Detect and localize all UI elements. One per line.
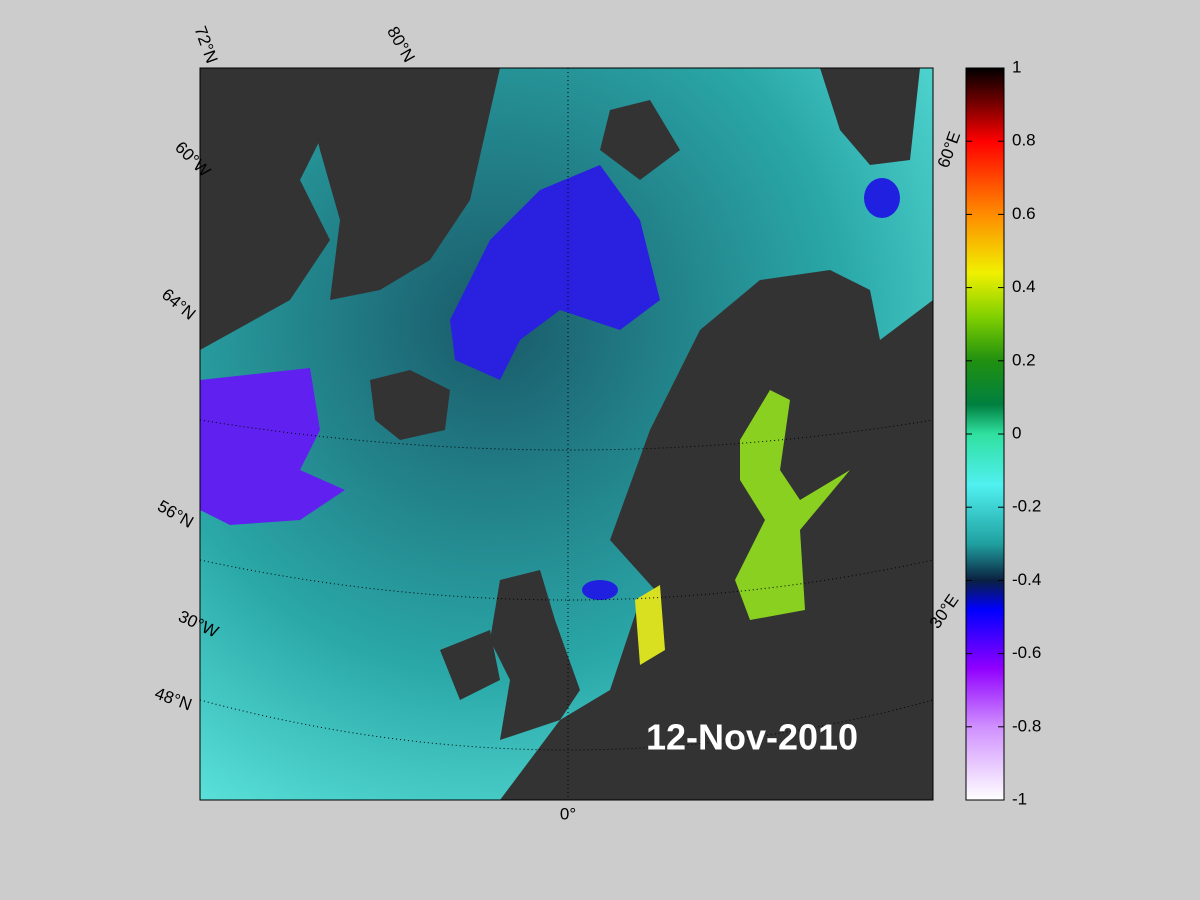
land-britain — [490, 570, 580, 740]
map — [200, 68, 933, 800]
graticule — [200, 68, 933, 800]
land-europe — [500, 270, 933, 800]
colorbar — [965, 67, 1005, 801]
colorbar-tick-label: 0.2 — [1012, 350, 1036, 369]
land-ireland — [440, 630, 500, 700]
graticule-label: 80°N — [383, 23, 418, 65]
land-novaya-zemlya — [820, 68, 920, 165]
colorbar-ticks: 1 0.8 0.6 0.4 0.2 0 -0.2 -0.4 -0.6 -0.8 -1 — [966, 57, 1041, 808]
colorbar-tick-label: 0.4 — [1012, 277, 1036, 296]
colorbar-tick-label: -1 — [1012, 789, 1027, 808]
anomaly-patch — [450, 165, 660, 380]
graticule-label: 64°N — [158, 285, 199, 324]
colorbar-tick-label: 0.8 — [1012, 131, 1036, 150]
land-svalbard — [600, 100, 680, 180]
colorbar-tick-label: 0 — [1012, 423, 1021, 442]
graticule-label: 48°N — [152, 684, 194, 715]
graticule-label: 72°N — [191, 24, 222, 66]
baltic — [735, 390, 850, 620]
land-greenland — [300, 68, 500, 300]
graticule-label: 60°E — [934, 129, 965, 170]
date-label: 12-Nov-2010 — [646, 717, 858, 758]
colorbar-tick-label: -0.2 — [1012, 497, 1041, 516]
colorbar-tick-label: -0.4 — [1012, 570, 1041, 589]
colorbar-tick-label: -0.8 — [1012, 716, 1041, 735]
graticule-label: 56°N — [154, 496, 196, 531]
north-sea-coast — [635, 585, 665, 665]
anomaly-patch — [864, 178, 900, 218]
anomaly-patch — [582, 580, 618, 600]
anomaly-patch — [200, 368, 345, 525]
colorbar-tick-label: -0.6 — [1012, 643, 1041, 662]
colorbar-tick-label: 1 — [1012, 57, 1021, 76]
land-greenland — [200, 68, 340, 350]
map-frame — [199, 67, 934, 801]
graticule-label: 0° — [560, 804, 576, 823]
colorbar-tick-label: 0.6 — [1012, 204, 1036, 223]
land-iceland — [370, 370, 450, 440]
